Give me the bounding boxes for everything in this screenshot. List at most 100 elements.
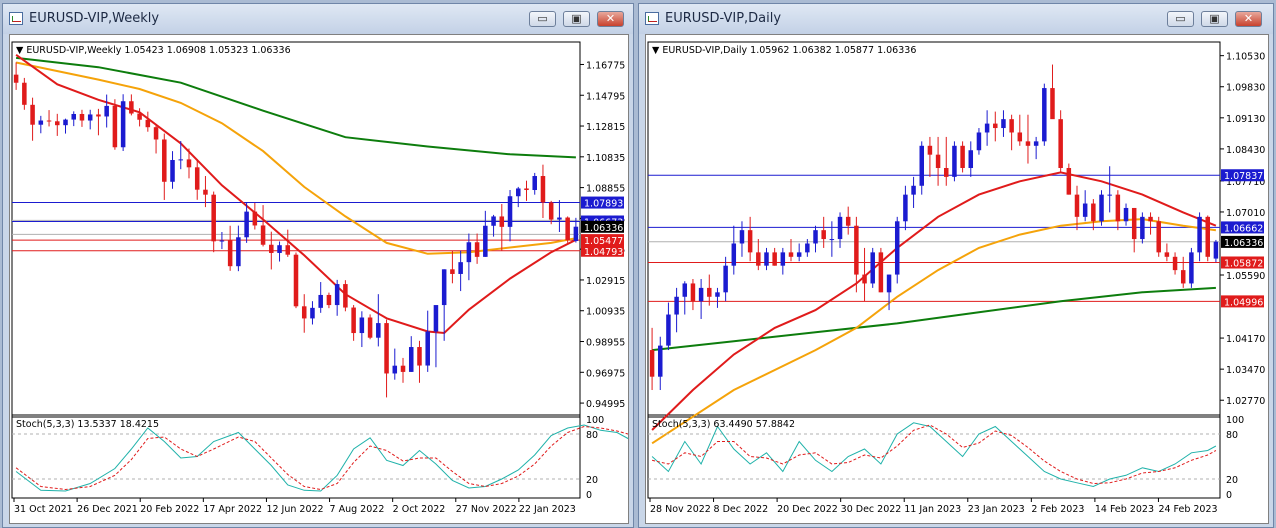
- candle-body: [343, 284, 348, 308]
- candle-body: [723, 265, 728, 293]
- close-button[interactable]: ✕: [597, 11, 624, 27]
- weekly-chart-svg[interactable]: 1.167751.147951.128151.108351.088551.068…: [10, 35, 741, 523]
- candle-body: [960, 145, 965, 169]
- candle-body: [658, 345, 663, 377]
- current-price-tag: [581, 220, 624, 233]
- candle-body: [499, 216, 505, 227]
- candle-body: [927, 145, 933, 155]
- candle-body: [359, 317, 365, 334]
- maximize-button[interactable]: ▣: [1201, 11, 1228, 27]
- candle-body: [474, 242, 480, 257]
- y-tick-label: 1.10530: [1226, 52, 1265, 63]
- stoch-level-label: 100: [1226, 415, 1244, 426]
- daily-chart[interactable]: 1.10530 1.09830 1.09130 1.08430 1.07710 1.070…: [645, 34, 1269, 524]
- x-tick-label: 22 Jan 2023: [519, 504, 576, 515]
- candle-body: [666, 314, 671, 346]
- candle-body: [1058, 119, 1063, 169]
- stoch-plot-frame: [11, 414, 581, 499]
- y-tick-label: 0.94995: [586, 399, 625, 410]
- candle-body: [690, 283, 696, 302]
- daily-window[interactable]: EURUSD-VIP,Daily ▭ ▣ ✕ 1.10530 1.09830 1.0…: [638, 3, 1274, 528]
- candle-body: [1123, 207, 1129, 222]
- candle-body: [894, 221, 900, 275]
- symbol-header: ▼ EURUSD-VIP,Daily 1.05962 1.06382 1.058…: [652, 45, 916, 56]
- candle-body: [1197, 216, 1202, 253]
- candle-body: [1009, 119, 1014, 133]
- candle-body: [1074, 194, 1080, 217]
- daily-titlebar[interactable]: EURUSD-VIP,Daily ▭ ▣ ✕: [639, 4, 1273, 34]
- weekly-window[interactable]: EURUSD-VIP,Weekly ▭ ▣ ✕ 1.16775 1.14795 1.…: [2, 3, 741, 528]
- y-tick-label: 1.00935: [586, 307, 625, 318]
- candle-body: [38, 120, 44, 125]
- candle-body: [935, 154, 941, 169]
- y-tick-label: 1.02915: [586, 276, 625, 287]
- candle-body: [878, 252, 884, 293]
- candle-body: [137, 113, 142, 120]
- candle-body: [293, 254, 299, 307]
- candle-body: [1042, 88, 1047, 142]
- x-tick-label: 27 Nov 2022: [456, 504, 517, 515]
- candle-body: [1205, 216, 1210, 257]
- candle-body: [22, 82, 27, 105]
- weekly-chart[interactable]: 1.167751.147951.128151.108351.088551.068…: [9, 34, 741, 524]
- y-tick-label: 0.98955: [586, 338, 625, 349]
- candle-body: [944, 168, 949, 177]
- candle-body: [244, 211, 249, 238]
- candle-body: [392, 365, 398, 374]
- candle-body: [565, 217, 570, 241]
- level-price-tag: [1221, 221, 1264, 234]
- candle-body: [203, 189, 208, 195]
- candle-body: [813, 230, 818, 244]
- level-price-tag: [581, 196, 624, 209]
- stoch-plot-frame: [647, 414, 1221, 499]
- candle-body: [507, 196, 513, 227]
- candle-body: [715, 292, 720, 297]
- candle-body: [682, 283, 688, 297]
- ma-red-line: [651, 171, 1217, 431]
- stoch-level-label: 0: [586, 490, 592, 501]
- candle-body: [837, 216, 843, 240]
- candle-body: [46, 120, 52, 122]
- candle-body: [557, 217, 562, 220]
- candle-body: [1017, 132, 1023, 142]
- x-tick-label: 14 Feb 2023: [1095, 504, 1154, 515]
- candle-body: [310, 307, 315, 319]
- candle-body: [515, 188, 521, 197]
- minimize-button[interactable]: ▭: [1167, 11, 1194, 27]
- candle-body: [450, 269, 455, 274]
- chart-window-icon: [645, 12, 659, 25]
- candle-body: [756, 252, 761, 266]
- x-tick-label: 12 Jun 2022: [266, 504, 323, 515]
- window-title: EURUSD-VIP,Weekly: [29, 11, 160, 26]
- candle-body: [1025, 141, 1031, 146]
- maximize-button[interactable]: ▣: [563, 11, 590, 27]
- candle-body: [186, 159, 192, 168]
- close-button[interactable]: ✕: [1235, 11, 1262, 27]
- level-price-tag: [1221, 295, 1264, 308]
- level-price-tag-label: 1.05872: [1224, 258, 1263, 269]
- candle-body: [79, 113, 85, 121]
- candle-body: [367, 317, 373, 338]
- minimize-button[interactable]: ▭: [529, 11, 556, 27]
- current-price-tag-label: 1.06336: [1224, 238, 1263, 249]
- candle-body: [260, 225, 266, 245]
- candle-body: [968, 150, 974, 169]
- weekly-titlebar[interactable]: EURUSD-VIP,Weekly ▭ ▣ ✕: [3, 4, 633, 34]
- x-tick-label: 20 Feb 2022: [140, 504, 199, 515]
- candle-body: [120, 101, 126, 148]
- candle-body: [129, 101, 134, 114]
- candle-body: [269, 244, 274, 253]
- candle-body: [145, 119, 151, 128]
- candle-body: [1131, 207, 1137, 240]
- candle-body: [772, 252, 777, 266]
- candle-body: [285, 245, 291, 255]
- symbol-header: ▼ EURUSD-VIP,Weekly 1.05423 1.06908 1.05…: [16, 45, 291, 56]
- daily-chart-svg[interactable]: 1.10530 1.09830 1.09130 1.08430 1.07710 1.070…: [646, 35, 1268, 523]
- candle-body: [318, 294, 323, 308]
- y-tick-label: 1.14795: [586, 91, 625, 102]
- candle-body: [707, 287, 712, 297]
- candle-body: [458, 262, 463, 274]
- current-price-tag: [1221, 235, 1264, 248]
- candle-body: [236, 237, 241, 267]
- x-tick-label: 31 Oct 2021: [14, 504, 73, 515]
